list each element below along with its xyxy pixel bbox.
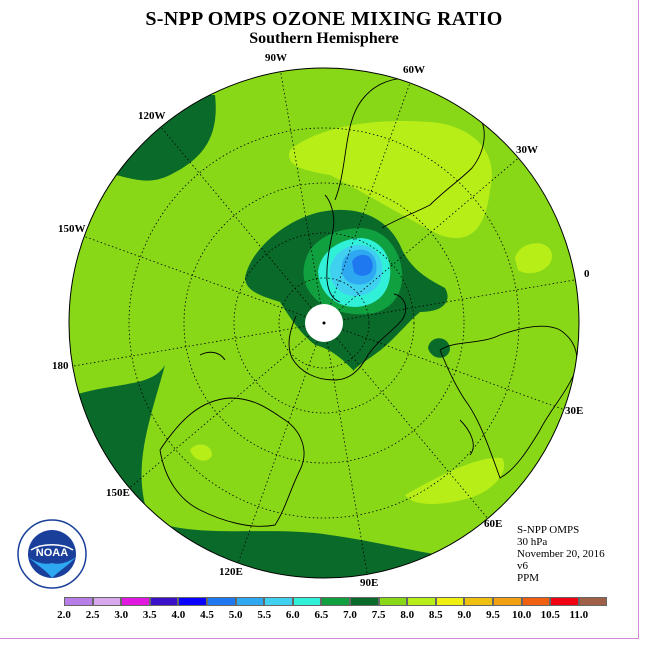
colorbar-box <box>492 597 522 606</box>
south-pole-marker <box>322 321 326 325</box>
colorbar-box <box>178 597 207 606</box>
colorbar-box <box>264 597 293 606</box>
colorbar-tick-label: 9.0 <box>457 609 472 621</box>
colorbar-box <box>550 597 579 606</box>
info-version: v6 <box>517 560 528 572</box>
longitude-label-60e: 60E <box>484 518 503 530</box>
longitude-grid <box>69 68 579 578</box>
colorbar-box <box>321 597 350 606</box>
info-level: 30 hPa <box>517 536 548 548</box>
colorbar-tick-label: 2.5 <box>85 609 100 621</box>
colorbar-tick-label: 2.0 <box>57 609 71 621</box>
colorbar-box <box>64 597 93 606</box>
product-info: S-NPP OMPS 30 hPa November 20, 2016 v6 P… <box>517 524 605 584</box>
map-boundary <box>68 67 580 579</box>
figure-frame <box>0 0 639 639</box>
colorbar-box <box>149 597 179 606</box>
longitude-label-150e: 150E <box>106 487 130 499</box>
longitude-label-120w: 120W <box>138 110 166 122</box>
longitude-label-90e: 90E <box>360 577 379 589</box>
page-subtitle: Southern Hemisphere <box>249 30 399 47</box>
noaa-logo-icon: NOAA <box>17 519 87 589</box>
colorbar-box <box>121 597 150 606</box>
colorbar-tick-label: 3.0 <box>114 609 129 621</box>
info-instrument: S-NPP OMPS <box>517 524 580 536</box>
colorbar-box <box>292 597 322 606</box>
longitude-label-150w: 150W <box>58 223 86 235</box>
colorbar-box <box>464 597 493 606</box>
colorbar-box <box>378 597 408 606</box>
colorbar-box <box>578 597 608 606</box>
latitude-grid <box>128 127 520 519</box>
colorbar-box <box>349 597 379 606</box>
colorbar-box <box>92 597 122 606</box>
colorbar-tick-label: 4.0 <box>171 609 186 621</box>
ozone-high-south-region <box>405 457 505 504</box>
colorbar-tick-label: 7.5 <box>371 609 386 621</box>
colorbar-box <box>407 597 436 606</box>
colorbar-box <box>521 597 551 606</box>
page-title: S-NPP OMPS OZONE MIXING RATIO <box>145 8 503 30</box>
colorbar-box <box>435 597 465 606</box>
colorbar-tick-label: 9.5 <box>486 609 500 621</box>
colorbar-box <box>206 597 236 606</box>
info-date: November 20, 2016 <box>517 548 605 560</box>
ozone-high-west-region <box>190 444 212 461</box>
logo-text: NOAA <box>36 547 68 559</box>
colorbar-tick-label: 3.5 <box>142 609 157 621</box>
colorbar-tick-label: 4.5 <box>200 609 214 621</box>
colorbar-tick-label: 8.0 <box>400 609 415 621</box>
longitude-label-30e: 30E <box>565 405 584 417</box>
colorbar-tick-label: 5.5 <box>257 609 272 621</box>
longitude-label-120e: 120E <box>219 566 243 578</box>
ozone-high-band-region <box>289 120 492 238</box>
colorbar-tick-label: 8.5 <box>428 609 443 621</box>
colorbar-tick-label: 7.0 <box>343 609 357 621</box>
colorbar-tick-label: 6.0 <box>285 609 300 621</box>
ozone-low-spot-region <box>428 338 450 358</box>
longitude-label-0: 0 <box>584 268 590 280</box>
ozone-blue-region <box>352 254 373 276</box>
longitude-label-60w: 60W <box>403 64 425 76</box>
colorbar-tick-label: 11.0 <box>569 609 589 621</box>
colorbar-tick-label: 10.0 <box>511 609 532 621</box>
longitude-label-180: 180 <box>52 360 69 372</box>
longitude-label-30w: 30W <box>516 144 538 156</box>
colorbar-tick-label: 5.0 <box>228 609 243 621</box>
coastlines <box>159 77 578 527</box>
colorbar-tick-label: 6.5 <box>314 609 329 621</box>
colorbar <box>64 597 608 606</box>
colorbar-tick-label: 10.5 <box>540 609 560 621</box>
info-units: PPM <box>517 572 540 584</box>
colorbar-box <box>235 597 265 606</box>
ozone-high-spot-region <box>515 243 553 274</box>
longitude-label-90w: 90W <box>265 52 287 64</box>
